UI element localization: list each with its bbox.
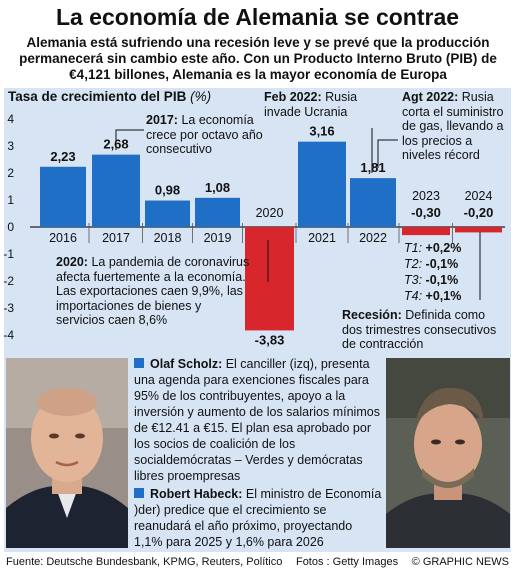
annotation-2020-label: 2020: bbox=[56, 255, 88, 269]
quarter-value: +0,1% bbox=[425, 289, 462, 303]
annotation-feb2022-text: Rusia invade Ucrania bbox=[264, 90, 358, 119]
bar-2016 bbox=[40, 166, 86, 227]
value-label: -0,30 bbox=[411, 205, 441, 220]
y-tick-label: -3 bbox=[3, 301, 14, 315]
bar-2024 bbox=[455, 227, 502, 233]
bullet-square-icon bbox=[134, 488, 144, 498]
page-title: La economía de Alemania se contrae bbox=[55, 4, 460, 30]
chart-title: Tasa de crecimiento del PIB bbox=[8, 89, 187, 104]
quarter-label: T1: bbox=[404, 241, 423, 255]
chart-title-wrap: Tasa de crecimiento del PIB (%) bbox=[8, 89, 212, 105]
chart-unit: (%) bbox=[190, 89, 212, 104]
value-label: 1,08 bbox=[205, 180, 230, 195]
y-tick-label: 3 bbox=[7, 139, 14, 153]
annotation-ago2022-label: Agt 2022: bbox=[402, 90, 459, 104]
annotation-recession-label: Recesión: bbox=[342, 308, 402, 322]
quarter-row: T1: +0,2% bbox=[404, 240, 484, 256]
annotation-recession: Recesión: Definida como dos trimestres c… bbox=[342, 308, 508, 352]
annotation-2020-text: La pandemia de coronavirus afecta fuerte… bbox=[56, 255, 250, 327]
footer-credit: © GRAPHIC NEWS bbox=[411, 556, 509, 568]
footer: Fuente: Deutsche Bundesbank, KPMG, Reute… bbox=[6, 556, 509, 568]
quarter-value: -0,1% bbox=[425, 273, 459, 287]
annotation-2017-text: La economía crece por octavo año consecu… bbox=[146, 113, 263, 156]
bar-2018 bbox=[145, 200, 190, 227]
category-label: 2018 bbox=[154, 231, 182, 245]
value-label: 2,23 bbox=[50, 149, 75, 164]
value-label: 3,16 bbox=[309, 124, 334, 139]
quarter-row: T3: -0,1% bbox=[404, 272, 484, 288]
annotation-recession-text: Definida como dos trimestres consecutivo… bbox=[342, 308, 497, 351]
bio-scholz-name: Olaf Scholz: bbox=[150, 357, 223, 371]
category-label: 2016 bbox=[49, 231, 77, 245]
quarter-value: -0,1% bbox=[425, 257, 459, 271]
y-tick-label: 4 bbox=[7, 112, 14, 126]
category-label: 2023 bbox=[412, 189, 440, 203]
quarter-label: T2: bbox=[404, 257, 423, 271]
value-label: 1,81 bbox=[360, 160, 385, 175]
category-label: 2024 bbox=[465, 189, 493, 203]
bar-2021 bbox=[298, 141, 346, 227]
annotation-feb2022: Feb 2022: Rusia invade Ucrania bbox=[264, 90, 374, 119]
annotation-2017: 2017: La economía crece por octavo año c… bbox=[146, 113, 266, 157]
category-label: 2017 bbox=[102, 231, 130, 245]
bar-2017 bbox=[92, 154, 140, 227]
annotation-2020: 2020: La pandemia de coronavirus afecta … bbox=[56, 255, 251, 328]
bio-scholz: Olaf Scholz: El canciller (izq), present… bbox=[134, 356, 384, 484]
bar-2022 bbox=[350, 178, 396, 227]
category-label: 2022 bbox=[359, 231, 387, 245]
bio-habeck: Robert Habeck: El ministro de Economía )… bbox=[134, 486, 384, 550]
quarter-list: T1: +0,2% T2: -0,1% T3: -0,1% T4: +0,1% bbox=[404, 240, 484, 304]
bar-2019 bbox=[195, 197, 240, 227]
leader-2017 bbox=[115, 129, 144, 150]
quarter-value: +0,2% bbox=[425, 241, 462, 255]
bio-box: Olaf Scholz: El canciller (izq), present… bbox=[134, 356, 384, 552]
y-tick-label: 1 bbox=[7, 193, 14, 207]
bio-habeck-text: El ministro de Economía )der) predice qu… bbox=[134, 487, 382, 549]
annotation-ago2022: Agt 2022: Rusia corta el suministro de g… bbox=[402, 90, 506, 163]
scholz-photo bbox=[6, 358, 128, 548]
bar-2020 bbox=[245, 227, 294, 331]
category-label: 2021 bbox=[308, 231, 336, 245]
quarter-row: T2: -0,1% bbox=[404, 256, 484, 272]
gdp-chart: 43210-1-2-3-420162,2320172,6820180,98201… bbox=[3, 112, 505, 347]
annotation-2017-label: 2017: bbox=[146, 113, 178, 127]
value-label: -0,20 bbox=[464, 205, 494, 220]
bio-habeck-name: Robert Habeck: bbox=[150, 487, 243, 501]
annotation-ago2022-text: Rusia corta el suministro de gas, llevan… bbox=[402, 90, 504, 162]
footer-photos: Fotos : Getty Images bbox=[295, 556, 399, 568]
footer-source: Fuente: Deutsche Bundesbank, KPMG, Reute… bbox=[6, 556, 283, 568]
quarter-label: T3: bbox=[404, 273, 423, 287]
habeck-photo bbox=[386, 358, 510, 548]
y-tick-label: -2 bbox=[3, 274, 14, 288]
quarter-label: T4: bbox=[404, 289, 423, 303]
bullet-square-icon bbox=[134, 358, 144, 368]
category-label: 2019 bbox=[204, 231, 232, 245]
page-subtitle: Alemania está sufriendo una recesión lev… bbox=[19, 35, 497, 82]
leader-ago2022 bbox=[377, 139, 398, 168]
bar-2023 bbox=[402, 227, 450, 236]
annotation-feb2022-label: Feb 2022: bbox=[264, 90, 322, 104]
category-label: 2020 bbox=[256, 206, 284, 220]
y-tick-label: 0 bbox=[7, 220, 14, 234]
y-tick-label: 2 bbox=[7, 166, 14, 180]
y-tick-label: -1 bbox=[3, 247, 14, 261]
value-label: -3,83 bbox=[255, 332, 285, 347]
value-label: 0,98 bbox=[155, 183, 180, 198]
y-tick-label: -4 bbox=[3, 328, 14, 342]
quarter-row: T4: +0,1% bbox=[404, 288, 484, 304]
bio-scholz-text: El canciller (izq), presenta una agenda … bbox=[134, 357, 380, 483]
